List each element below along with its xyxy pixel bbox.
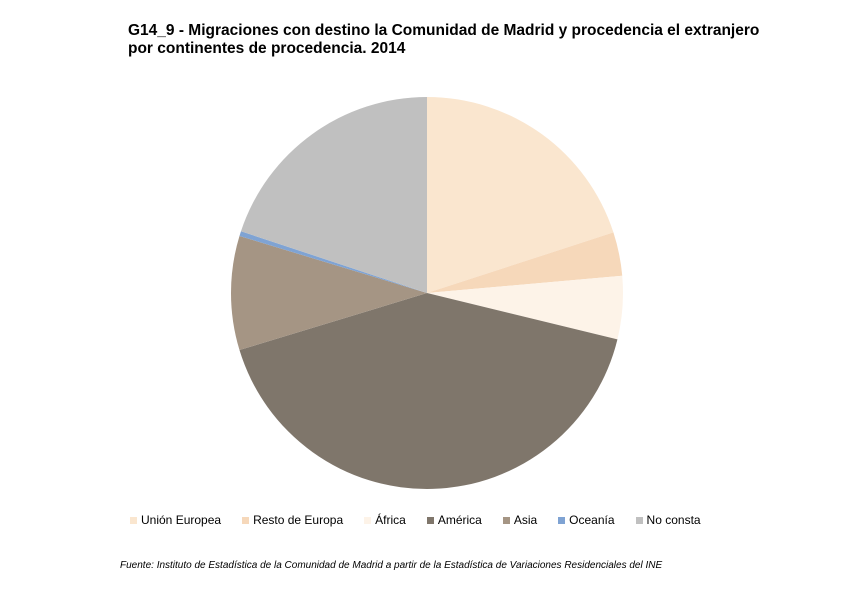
chart-title-line-1: G14_9 - Migraciones con destino la Comun…: [128, 22, 760, 39]
chart-legend: Unión Europea Resto de Europa África Améric…: [130, 511, 722, 529]
legend-label: América: [437, 513, 482, 527]
legend-item: No consta: [635, 513, 701, 527]
legend-item: Asia: [502, 513, 538, 527]
legend-item: América: [426, 513, 482, 527]
legend-label: No consta: [646, 513, 701, 527]
pie-slice-américa: [239, 293, 618, 490]
legend-swatch: [364, 516, 372, 524]
pie-slice-resto-de-europa: [427, 232, 623, 293]
legend-swatch: [242, 516, 250, 524]
legend-swatch: [426, 516, 434, 524]
legend-label: Unión Europea: [141, 513, 222, 527]
legend-label: Resto de Europa: [253, 513, 344, 527]
legend-label: Asia: [513, 513, 538, 527]
legend-swatch: [558, 516, 566, 524]
legend-swatch: [635, 516, 643, 524]
source-note: Fuente: Instituto de Estadística de la C…: [120, 560, 663, 571]
pie-slice-unión-europea: [427, 97, 614, 293]
pie-slice-oceanía: [239, 231, 427, 293]
legend-item: África: [364, 513, 406, 527]
chart-title: G14_9 - Migraciones con destino la Comun…: [128, 22, 818, 58]
legend-swatch: [502, 516, 510, 524]
legend-label: Oceanía: [569, 513, 615, 527]
chart-title-line-2: por continentes de procedencia. 2014: [128, 40, 406, 57]
legend-item: Unión Europea: [130, 513, 221, 527]
pie-slice-no-consta: [240, 97, 427, 293]
legend-item: Resto de Europa: [242, 513, 343, 527]
legend-label: África: [375, 513, 406, 527]
legend-swatch: [130, 516, 137, 524]
legend-item: Oceanía: [558, 513, 615, 527]
pie-slice-asia: [230, 235, 427, 351]
pie-slice-áfrica: [427, 275, 623, 340]
